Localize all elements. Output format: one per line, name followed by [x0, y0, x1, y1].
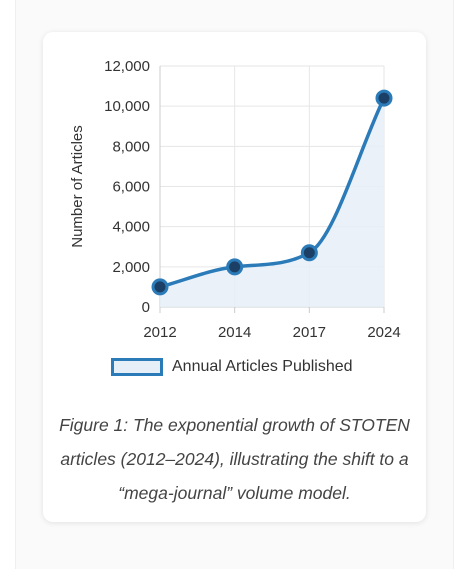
- legend-swatch: [111, 358, 163, 376]
- series-line: [159, 97, 386, 289]
- y-tick-label: 8,000: [112, 138, 150, 155]
- x-tick-label: 2024: [367, 324, 400, 341]
- chart-legend: Annual Articles Published: [111, 355, 353, 379]
- y-axis-title: Number of Articles: [69, 125, 86, 248]
- y-tick-label: 2,000: [112, 259, 150, 276]
- x-tick-label: 2012: [143, 324, 176, 341]
- data-point: [375, 89, 393, 107]
- data-point: [300, 244, 318, 262]
- y-tick-label: 10,000: [104, 98, 150, 115]
- legend-label: Annual Articles Published: [172, 358, 353, 375]
- y-tick-label: 0: [142, 299, 150, 316]
- series-area-fill: [160, 98, 384, 307]
- data-point: [226, 258, 244, 276]
- data-point: [151, 278, 169, 296]
- y-tick-label: 12,000: [104, 58, 150, 75]
- x-tick-label: 2017: [293, 324, 326, 341]
- y-tick-label: 4,000: [112, 219, 150, 236]
- figure-caption: Figure 1: The exponential growth of STOT…: [59, 415, 410, 503]
- x-tick-label: 2014: [218, 324, 251, 341]
- y-tick-label: 6,000: [112, 179, 150, 196]
